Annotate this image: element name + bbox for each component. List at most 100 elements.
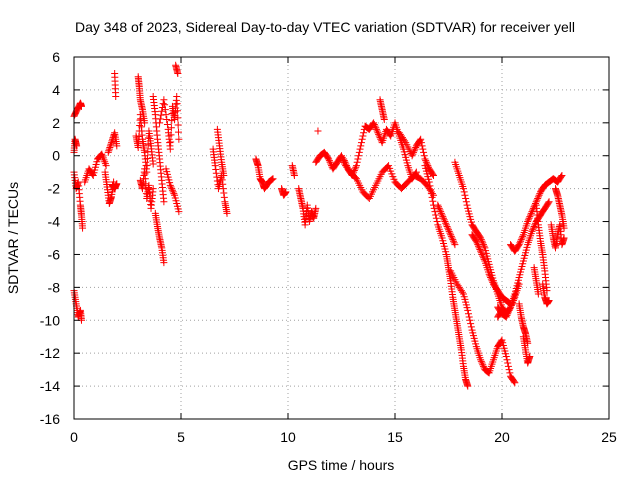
data-point (515, 241, 523, 249)
x-tick-label: 15 (387, 429, 403, 445)
data-point (525, 214, 533, 222)
data-point (477, 234, 485, 242)
data-point (427, 186, 435, 194)
data-point (519, 232, 527, 240)
data-points (70, 61, 568, 390)
data-point (428, 193, 436, 201)
data-point (478, 359, 486, 367)
data-point (161, 106, 169, 114)
y-tick-label: -10 (40, 312, 60, 328)
data-point (506, 305, 514, 313)
data-point (532, 199, 540, 207)
data-point (372, 125, 380, 133)
data-point (432, 211, 440, 219)
data-point (212, 169, 220, 177)
data-point (220, 189, 228, 197)
data-point (374, 129, 382, 137)
data-point (418, 142, 426, 150)
data-point (485, 270, 493, 278)
data-point (473, 239, 481, 247)
data-point (435, 203, 443, 211)
data-point (173, 107, 181, 115)
data-point (167, 124, 175, 132)
data-point (479, 252, 487, 260)
data-point (544, 199, 552, 207)
data-point (429, 197, 437, 205)
data-point (401, 137, 409, 145)
data-point (168, 185, 176, 193)
data-point (359, 132, 367, 140)
data-point (510, 378, 518, 386)
data-point (158, 107, 166, 115)
x-axis-label: GPS time / hours (288, 457, 395, 473)
data-point (504, 359, 512, 367)
data-point (108, 137, 116, 145)
data-point (464, 306, 472, 314)
data-point (464, 310, 472, 318)
y-tick-label: 2 (52, 115, 60, 131)
data-point (77, 102, 85, 110)
data-point (371, 122, 379, 130)
data-point (174, 121, 182, 129)
y-tick-label: -12 (40, 345, 60, 361)
data-point (163, 116, 171, 124)
data-point (437, 208, 445, 216)
data-point (375, 130, 383, 138)
data-point (312, 204, 320, 212)
data-point (156, 119, 164, 127)
data-point (173, 92, 181, 100)
data-point (159, 100, 167, 108)
data-point (487, 275, 495, 283)
x-tick-label: 25 (601, 429, 617, 445)
data-point (527, 211, 535, 219)
data-point (436, 206, 444, 214)
data-point (167, 131, 175, 139)
data-point (480, 255, 488, 263)
data-point (89, 170, 97, 178)
data-point (505, 366, 513, 374)
data-point (162, 111, 170, 119)
data-point (174, 114, 182, 122)
data-point (477, 247, 485, 255)
data-point (545, 297, 553, 305)
data-point (511, 379, 519, 387)
data-point (488, 277, 496, 285)
data-point (528, 227, 536, 235)
data-point (173, 100, 181, 108)
data-point (443, 222, 451, 230)
data-point (113, 180, 121, 188)
data-point (437, 209, 445, 217)
data-point (417, 139, 425, 147)
data-point (460, 188, 468, 196)
data-point (175, 128, 183, 136)
data-point (445, 226, 452, 234)
data-point (163, 120, 171, 128)
data-point (524, 218, 532, 226)
y-tick-label: -2 (48, 181, 61, 197)
data-point (161, 101, 169, 109)
data-point (450, 239, 458, 247)
data-point (448, 234, 456, 242)
data-point (459, 185, 467, 193)
data-point (269, 175, 277, 183)
data-point (451, 241, 459, 249)
data-point (497, 337, 505, 345)
data-point (444, 224, 452, 232)
chart-title: Day 348 of 2023, Sidereal Day-to-day VTE… (75, 19, 575, 35)
data-point (479, 362, 487, 370)
data-point (461, 191, 469, 199)
data-point (465, 313, 473, 321)
data-point (534, 195, 542, 203)
data-point (167, 183, 175, 191)
data-point (526, 352, 534, 360)
data-point (476, 246, 484, 254)
data-point (447, 232, 455, 240)
data-point (478, 250, 486, 258)
data-point (157, 111, 165, 119)
data-point (112, 92, 120, 100)
data-point (526, 213, 534, 221)
data-point (427, 190, 435, 198)
data-point (314, 127, 322, 135)
data-point (516, 239, 524, 247)
